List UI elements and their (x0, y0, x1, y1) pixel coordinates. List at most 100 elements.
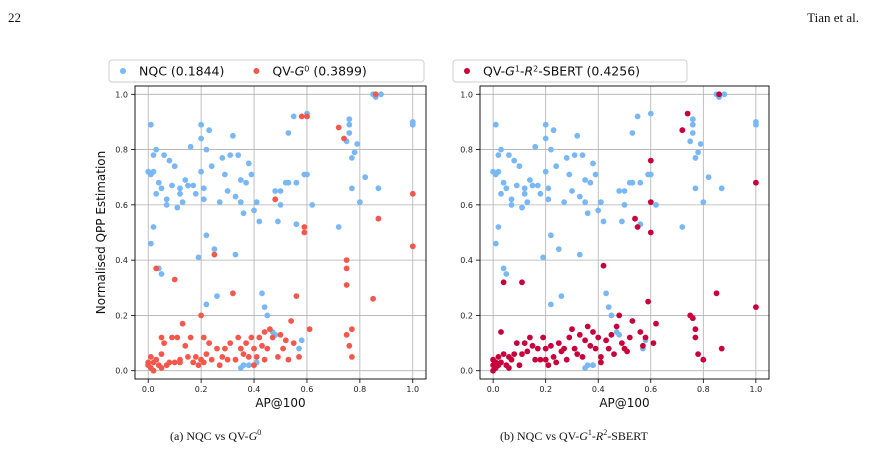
data-point (232, 356, 239, 363)
series-1 (145, 91, 416, 374)
data-point (513, 182, 520, 189)
data-point (150, 168, 157, 175)
data-point (224, 356, 231, 363)
data-point (576, 193, 583, 200)
data-point (275, 354, 281, 360)
data-point (290, 113, 297, 120)
data-point (503, 271, 510, 277)
data-point (190, 359, 197, 366)
series-0 (490, 91, 759, 371)
y-tick-label: 0.0 (115, 367, 128, 376)
data-point (375, 215, 382, 222)
data-point (506, 152, 512, 159)
data-point (692, 185, 699, 192)
x-tick-label: 0.4 (248, 385, 261, 394)
plot-frame (134, 85, 427, 380)
data-point (605, 304, 612, 310)
data-point (208, 163, 215, 170)
data-point (248, 334, 255, 341)
data-point (561, 345, 567, 352)
data-point (285, 356, 292, 363)
data-point (280, 345, 286, 352)
data-point (513, 340, 520, 346)
data-point (619, 340, 625, 346)
data-point (532, 356, 539, 363)
data-point (571, 345, 578, 352)
x-tick-label: 1.0 (406, 385, 419, 394)
data-point (269, 334, 276, 341)
data-point (166, 157, 173, 164)
data-point (695, 149, 701, 156)
data-point (290, 340, 297, 346)
data-point (304, 171, 310, 178)
data-point (357, 199, 363, 206)
data-point (378, 91, 384, 98)
data-point (335, 224, 342, 230)
data-point (590, 362, 596, 369)
data-point (171, 163, 178, 170)
data-point (261, 304, 268, 310)
data-point (550, 354, 557, 360)
data-point (203, 146, 210, 153)
data-point (608, 312, 615, 319)
data-point (232, 251, 239, 258)
data-point (163, 202, 170, 208)
data-point (150, 152, 157, 159)
data-point (240, 210, 247, 217)
data-point (537, 356, 544, 363)
data-point (629, 179, 636, 186)
data-point (182, 177, 189, 183)
x-tick-label: 0.0 (142, 385, 155, 394)
data-point (540, 334, 546, 341)
data-point (155, 179, 162, 186)
data-point (346, 116, 353, 123)
data-point (354, 141, 361, 147)
data-point (232, 193, 239, 200)
data-point (230, 290, 236, 297)
y-tick-label: 0.6 (460, 201, 473, 210)
caption-a: (a) NQC vs QV-G0 (170, 428, 262, 443)
data-point (222, 171, 228, 178)
x-tick-label: 0.8 (353, 385, 366, 394)
data-point (227, 152, 234, 159)
data-point (275, 218, 281, 225)
y-tick-label: 0.2 (115, 311, 128, 320)
data-point (508, 202, 515, 208)
data-point (705, 174, 712, 181)
data-point (608, 331, 615, 338)
data-point (524, 199, 531, 206)
data-point (647, 199, 654, 206)
data-point (516, 163, 523, 170)
data-point (222, 345, 228, 352)
data-point (179, 320, 186, 327)
data-point (584, 210, 591, 217)
legend-box (452, 59, 688, 83)
data-point (508, 356, 515, 363)
data-point (409, 121, 416, 128)
data-point (566, 171, 573, 178)
data-point (716, 91, 722, 98)
data-point (500, 279, 507, 286)
data-point (542, 135, 549, 142)
data-point (261, 356, 268, 363)
data-point (227, 340, 234, 346)
data-point (653, 202, 659, 208)
data-point (174, 334, 181, 341)
data-point (700, 199, 707, 206)
data-point (277, 188, 284, 194)
data-point (169, 182, 175, 189)
data-point (695, 351, 701, 357)
data-point (718, 345, 725, 352)
data-point (555, 340, 562, 346)
data-point (684, 110, 691, 117)
data-point (645, 298, 651, 305)
legend-marker (464, 68, 470, 74)
data-point (600, 218, 607, 225)
data-point (203, 351, 210, 357)
data-point (721, 91, 728, 98)
data-point (550, 127, 557, 134)
data-point (647, 229, 654, 236)
data-point (169, 334, 175, 341)
data-point (198, 135, 205, 142)
data-point (272, 188, 279, 194)
